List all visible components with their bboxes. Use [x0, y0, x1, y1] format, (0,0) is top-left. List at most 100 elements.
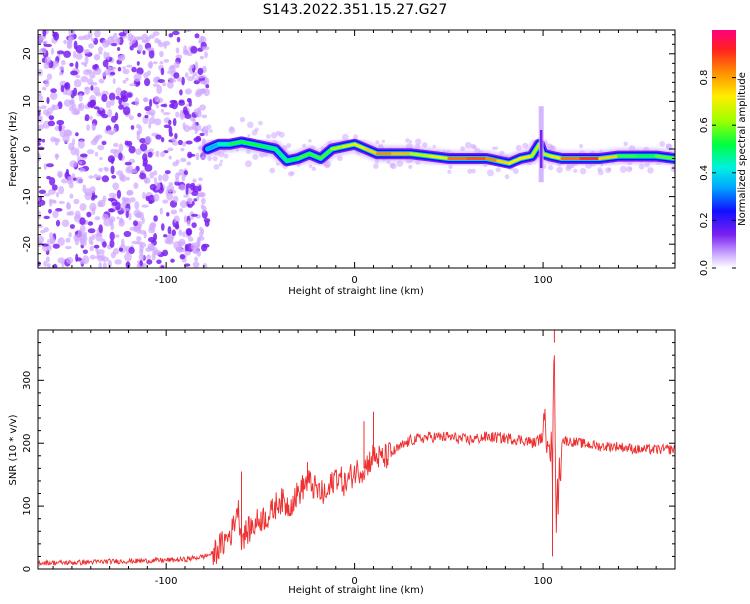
snr-frame — [37, 329, 676, 570]
noise-blob — [190, 184, 196, 191]
noise-blob — [141, 216, 145, 224]
noise-blob — [111, 201, 118, 206]
noise-blob — [93, 106, 100, 110]
noise-blob — [196, 75, 204, 79]
halo-blob — [286, 143, 292, 148]
noise-blob — [182, 49, 190, 56]
noise-blob — [153, 215, 158, 222]
noise-blob — [179, 208, 184, 213]
halo-blob — [522, 142, 529, 149]
noise-blob — [202, 65, 207, 74]
noise-blob — [101, 175, 110, 183]
halo-blob — [548, 165, 554, 171]
noise-blob — [107, 108, 113, 118]
noise-blob — [153, 76, 160, 84]
noise-blob — [133, 220, 138, 227]
noise-blob — [118, 104, 124, 110]
noise-blob — [112, 78, 116, 85]
halo-blob — [487, 169, 494, 177]
ridge-core-segment — [285, 157, 300, 163]
noise-blob — [187, 236, 194, 242]
noise-blob — [137, 112, 142, 118]
noise-blob — [135, 148, 142, 155]
noise-blob — [123, 30, 132, 34]
noise-blob — [163, 234, 168, 238]
noise-blob — [89, 246, 94, 252]
colorbar-ticks: 0.0 0.2 0.4 0.6 0.8 — [699, 70, 736, 276]
halo-blob — [213, 164, 220, 170]
noise-blob — [121, 200, 127, 210]
noise-blob — [101, 256, 109, 263]
noise-blob — [164, 170, 171, 175]
noise-blob — [48, 115, 55, 121]
noise-blob — [68, 232, 72, 238]
noise-blob — [197, 67, 204, 76]
noise-blob — [142, 263, 148, 268]
noise-blob — [167, 147, 174, 152]
noise-blob — [91, 234, 96, 241]
noise-blob — [153, 193, 160, 202]
noise-blob — [46, 107, 53, 115]
noise-blob — [178, 229, 183, 237]
noise-blob — [171, 229, 176, 236]
noise-blob — [58, 200, 65, 205]
noise-blob — [177, 139, 183, 146]
halo-blob — [659, 141, 666, 147]
ridge-core-segment — [330, 145, 345, 151]
noise-blob — [129, 197, 136, 203]
halo-blob — [573, 168, 578, 173]
noise-blob — [114, 112, 119, 121]
halo-blob — [324, 163, 330, 169]
noise-blob — [60, 84, 65, 93]
noise-blob — [113, 32, 118, 38]
noise-blob — [94, 135, 100, 141]
noise-blob — [107, 65, 111, 74]
halo-blob — [396, 160, 404, 167]
noise-blob — [79, 167, 86, 173]
noise-blob — [118, 152, 123, 161]
noise-blob — [106, 129, 114, 135]
noise-blob — [75, 176, 84, 184]
halo-blob — [597, 169, 604, 176]
noise-blob — [198, 192, 206, 198]
noise-blob — [156, 97, 164, 103]
ridge-core-segment — [654, 154, 675, 160]
halo-blob — [409, 140, 413, 144]
noise-blob — [199, 55, 204, 60]
noise-blob — [139, 259, 143, 267]
noise-blob — [183, 215, 187, 223]
noise-blob — [86, 149, 95, 155]
noise-blob — [126, 176, 130, 181]
snr-y-ticks: 0 100 200 300 — [22, 329, 675, 572]
noise-blob — [69, 224, 75, 229]
noise-blob — [142, 97, 149, 103]
noise-blob — [182, 106, 188, 114]
noise-blob — [164, 238, 171, 244]
noise-blob — [90, 139, 98, 146]
noise-blob — [98, 167, 103, 172]
y-tick-label: 300 — [22, 371, 33, 390]
noise-blob — [79, 161, 83, 165]
colorbar: 0.0 0.2 0.4 0.6 0.8 Normalized spectral ampl… — [699, 30, 748, 276]
noise-blob — [57, 237, 65, 246]
noise-blob — [118, 97, 122, 106]
noise-blob — [184, 30, 192, 33]
noise-blob — [152, 83, 160, 87]
halo-blob — [422, 142, 428, 148]
noise-blob — [116, 216, 120, 220]
noise-blob — [139, 242, 147, 248]
halo-blob — [619, 165, 627, 173]
noise-blob — [157, 79, 165, 83]
noise-blob — [184, 251, 191, 256]
noise-blob — [119, 217, 123, 224]
noise-blob — [139, 248, 144, 256]
noise-blob — [94, 151, 99, 157]
noise-blob — [205, 84, 210, 89]
noise-blob — [75, 45, 84, 54]
noise-blob — [147, 151, 153, 158]
noise-blob — [201, 114, 208, 119]
noise-blob — [170, 209, 178, 215]
halo-blob — [623, 141, 628, 147]
noise-blob — [73, 87, 78, 97]
